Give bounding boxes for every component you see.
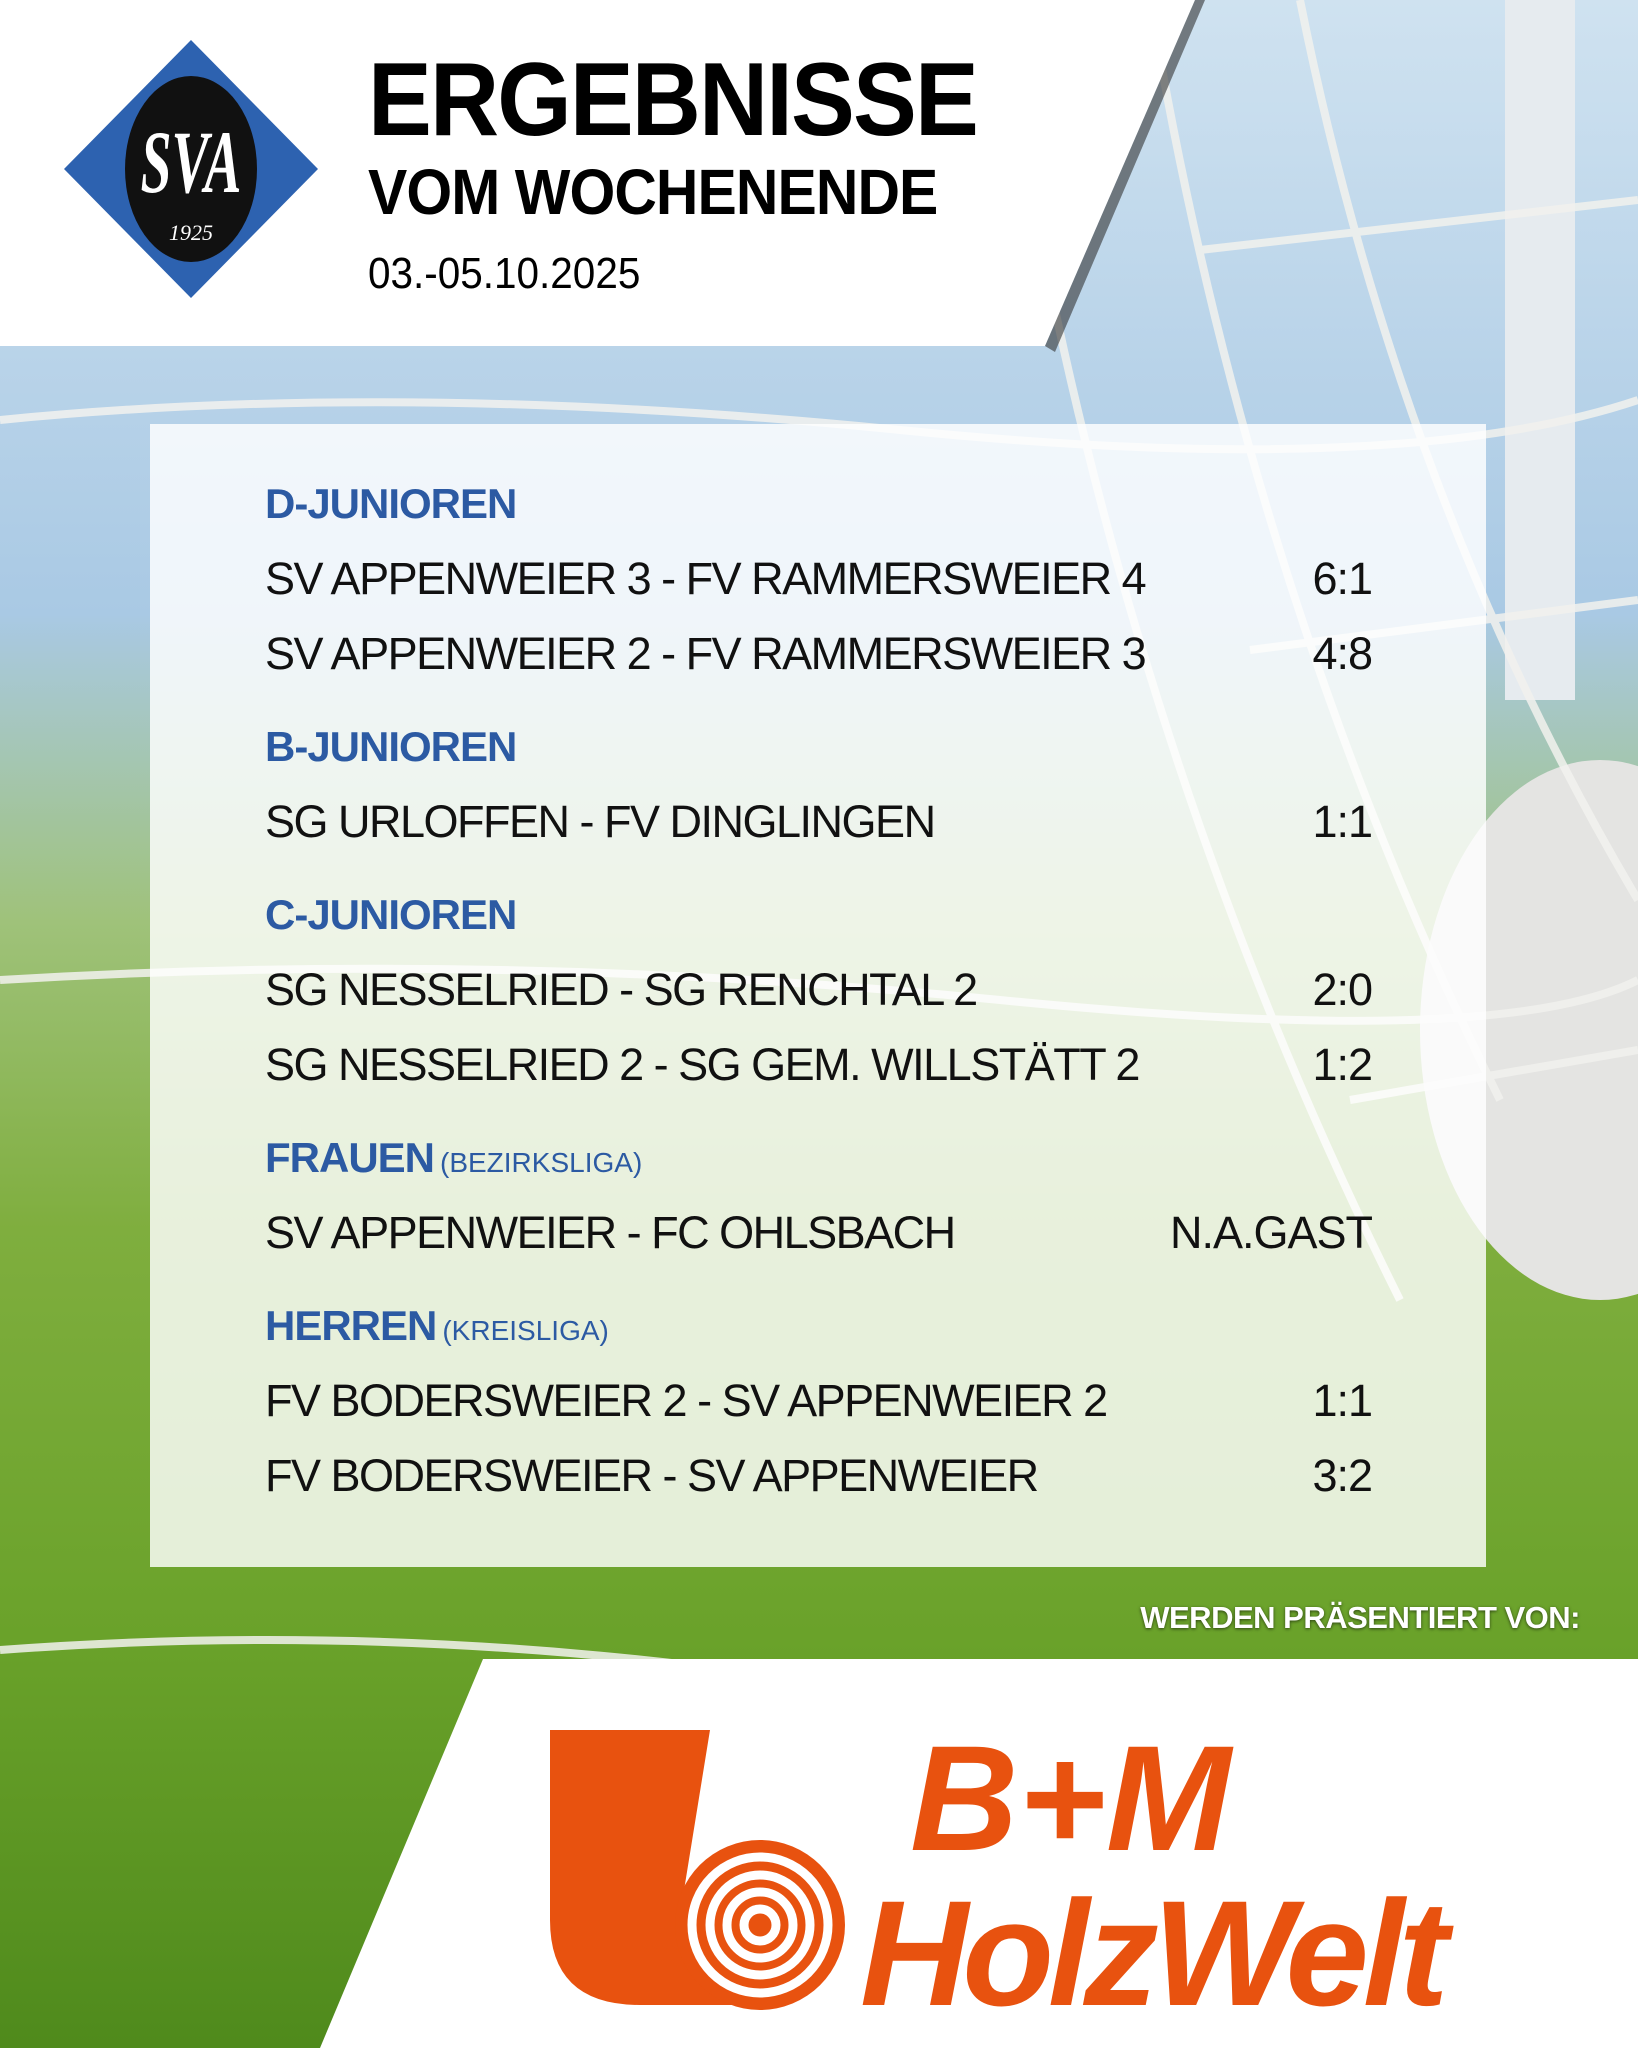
group-b-junioren: B-JUNIOREN SG URLOFFEN - FV DINGLINGEN 1:…: [265, 709, 1373, 859]
group-d-junioren: D-JUNIOREN SV APPENWEIER 3 - FV RAMMERSW…: [265, 466, 1373, 691]
match-teams: SG NESSELRIED - SG RENCHTAL 2: [265, 964, 978, 1015]
group-heading: B-JUNIOREN: [265, 709, 1372, 784]
svg-text:SVA: SVA: [141, 114, 242, 212]
match-teams: SG NESSELRIED 2 - SG GEM. WILLSTÄTT 2: [265, 1039, 1140, 1090]
group-name: D-JUNIOREN: [265, 480, 517, 527]
match-score: 1:1: [1312, 1375, 1373, 1426]
page-title: ERGEBNISSE: [368, 42, 979, 158]
match-teams: FV BODERSWEIER 2 - SV APPENWEIER 2: [265, 1375, 1108, 1426]
league-name: (KREISLIGA): [442, 1315, 609, 1346]
match-row: SV APPENWEIER 3 - FV RAMMERSWEIER 4 6:1: [265, 541, 1373, 616]
match-row: SG NESSELRIED 2 - SG GEM. WILLSTÄTT 2 1:2: [265, 1027, 1373, 1102]
match-score: 1:2: [1312, 1039, 1373, 1090]
group-herren: HERREN (KREISLIGA) FV BODERSWEIER 2 - SV …: [265, 1288, 1373, 1513]
match-row: SV APPENWEIER 2 - FV RAMMERSWEIER 3 4:8: [265, 616, 1373, 691]
match-score: 2:0: [1312, 964, 1373, 1015]
match-score: N.A.GAST: [1169, 1207, 1373, 1258]
group-name: HERREN: [265, 1302, 437, 1349]
page-subtitle: VOM WOCHENENDE: [368, 156, 938, 228]
group-heading: FRAUEN (BEZIRKSLIGA): [265, 1120, 1372, 1195]
group-name: B-JUNIOREN: [265, 723, 517, 770]
sponsor-logo-line2: HolzWelt: [860, 1869, 1455, 2020]
sponsor-intro: WERDEN PRÄSENTIERT VON:: [1140, 1600, 1580, 1635]
sponsor-logo-line1: B+M: [910, 1720, 1234, 1882]
match-row: FV BODERSWEIER 2 - SV APPENWEIER 2 1:1: [265, 1363, 1373, 1438]
group-c-junioren: C-JUNIOREN SG NESSELRIED - SG RENCHTAL 2…: [265, 877, 1373, 1102]
group-heading: D-JUNIOREN: [265, 466, 1372, 541]
match-row: SG NESSELRIED - SG RENCHTAL 2 2:0: [265, 952, 1373, 1027]
group-name: FRAUEN: [265, 1134, 435, 1181]
group-heading: C-JUNIOREN: [265, 877, 1372, 952]
match-row: SG URLOFFEN - FV DINGLINGEN 1:1: [265, 784, 1373, 859]
sponsor-logo: B+M HolzWelt: [550, 1720, 1461, 2020]
match-row: SV APPENWEIER - FC OHLSBACH N.A.GAST: [265, 1195, 1373, 1270]
club-logo: SVA 1925: [64, 40, 318, 298]
group-frauen: FRAUEN (BEZIRKSLIGA) SV APPENWEIER - FC O…: [265, 1120, 1373, 1270]
match-score: 6:1: [1312, 553, 1373, 604]
match-score: 4:8: [1312, 628, 1373, 679]
match-teams: SV APPENWEIER 3 - FV RAMMERSWEIER 4: [265, 553, 1147, 604]
league-name: (BEZIRKSLIGA): [440, 1147, 643, 1178]
match-row: FV BODERSWEIER - SV APPENWEIER 3:2: [265, 1438, 1373, 1513]
match-teams: SV APPENWEIER - FC OHLSBACH: [265, 1207, 956, 1258]
match-score: 1:1: [1312, 796, 1373, 847]
match-teams: SV APPENWEIER 2 - FV RAMMERSWEIER 3: [265, 628, 1147, 679]
group-name: C-JUNIOREN: [265, 891, 517, 938]
match-teams: SG URLOFFEN - FV DINGLINGEN: [265, 796, 936, 847]
group-heading: HERREN (KREISLIGA): [265, 1288, 1372, 1363]
date-range: 03.-05.10.2025: [368, 249, 641, 298]
match-score: 3:2: [1312, 1450, 1373, 1501]
results-panel: D-JUNIOREN SV APPENWEIER 3 - FV RAMMERSW…: [150, 424, 1486, 1567]
match-teams: FV BODERSWEIER - SV APPENWEIER: [265, 1450, 1039, 1501]
svg-text:1925: 1925: [169, 220, 213, 245]
